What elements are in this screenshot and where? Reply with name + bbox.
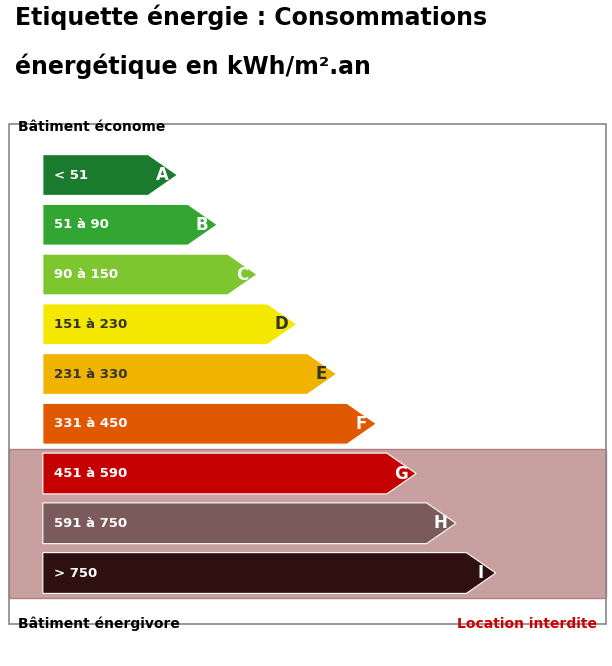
- Polygon shape: [43, 354, 337, 394]
- Text: 451 à 590: 451 à 590: [54, 467, 127, 480]
- Text: 51 à 90: 51 à 90: [54, 218, 109, 231]
- Text: G: G: [394, 464, 408, 482]
- Text: énergétique en kWh/m².an: énergétique en kWh/m².an: [15, 53, 371, 79]
- Text: B: B: [196, 216, 208, 234]
- Text: 591 à 750: 591 à 750: [54, 517, 127, 529]
- Text: I: I: [477, 564, 483, 582]
- Text: E: E: [316, 365, 327, 383]
- Text: Bâtiment économe: Bâtiment économe: [18, 120, 166, 134]
- Text: 90 à 150: 90 à 150: [54, 268, 118, 281]
- Polygon shape: [43, 453, 416, 494]
- Text: H: H: [434, 514, 447, 532]
- Bar: [9, 449, 606, 598]
- Text: Bâtiment énergivore: Bâtiment énergivore: [18, 617, 181, 631]
- Text: A: A: [156, 166, 169, 184]
- Text: > 750: > 750: [54, 567, 97, 579]
- Polygon shape: [43, 553, 496, 593]
- Polygon shape: [43, 503, 456, 543]
- Polygon shape: [43, 404, 376, 444]
- Polygon shape: [43, 304, 297, 345]
- Polygon shape: [43, 254, 257, 295]
- Text: < 51: < 51: [54, 168, 88, 182]
- Text: Location interdite: Location interdite: [457, 617, 597, 631]
- Text: Etiquette énergie : Consommations: Etiquette énergie : Consommations: [15, 5, 487, 31]
- Text: F: F: [356, 415, 367, 433]
- Text: D: D: [275, 315, 288, 333]
- Text: 331 à 450: 331 à 450: [54, 418, 127, 430]
- Polygon shape: [43, 155, 177, 195]
- Text: 151 à 230: 151 à 230: [54, 318, 127, 331]
- Polygon shape: [43, 204, 217, 245]
- Text: C: C: [236, 266, 248, 284]
- Text: 231 à 330: 231 à 330: [54, 368, 127, 380]
